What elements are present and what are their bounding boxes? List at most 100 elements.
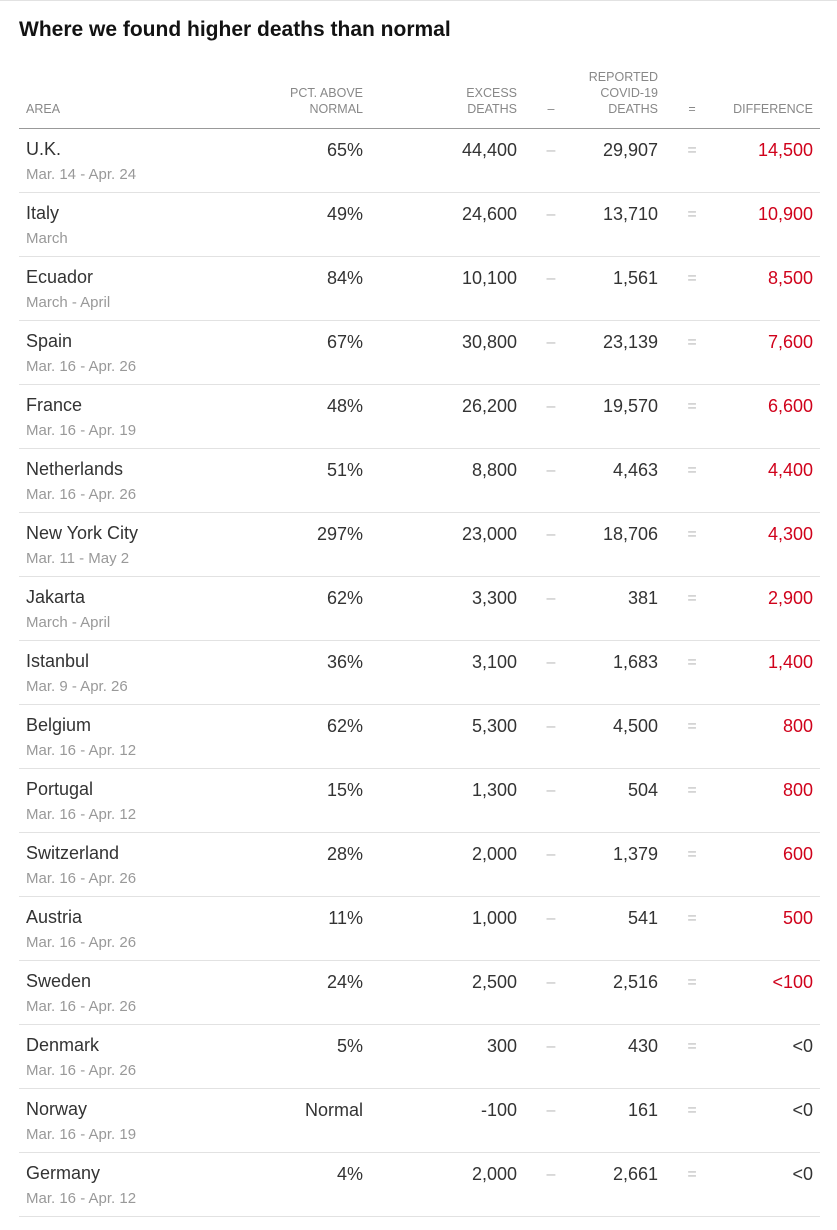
area-name: Belgium bbox=[26, 715, 92, 735]
cell-pct: 67% bbox=[326, 332, 363, 352]
area-name: Germany bbox=[26, 1163, 101, 1183]
equals-sign: = bbox=[687, 1166, 697, 1183]
cell-difference: 800 bbox=[782, 780, 813, 800]
cell-reported: 504 bbox=[627, 780, 658, 800]
row-rule bbox=[19, 192, 820, 193]
minus-sign: – bbox=[546, 718, 556, 735]
cell-reported: 4,500 bbox=[612, 716, 658, 736]
row-rule bbox=[19, 1216, 820, 1217]
date-range: Mar. 16 - Apr. 26 bbox=[26, 358, 137, 375]
minus-sign: – bbox=[546, 1038, 556, 1055]
minus-sign: – bbox=[546, 462, 556, 479]
column-header: DEATHS bbox=[608, 102, 658, 116]
date-range: Mar. 16 - Apr. 12 bbox=[26, 742, 137, 759]
cell-difference: 1,400 bbox=[767, 652, 813, 672]
column-header: COVID-19 bbox=[600, 86, 658, 100]
row-rule bbox=[19, 448, 820, 449]
row-rule bbox=[19, 1088, 820, 1089]
cell-excess: 8,800 bbox=[471, 460, 517, 480]
minus-sign: – bbox=[546, 206, 556, 223]
cell-pct: 36% bbox=[326, 652, 363, 672]
column-header: = bbox=[688, 102, 696, 116]
row-rule bbox=[19, 640, 820, 641]
cell-difference: 14,500 bbox=[757, 140, 813, 160]
row-rule bbox=[19, 576, 820, 577]
cell-pct: 84% bbox=[326, 268, 363, 288]
cell-reported: 2,516 bbox=[612, 972, 658, 992]
date-range: Mar. 16 - Apr. 26 bbox=[26, 998, 137, 1015]
column-header: AREA bbox=[26, 102, 61, 116]
minus-sign: – bbox=[546, 654, 556, 671]
cell-pct: 62% bbox=[326, 716, 363, 736]
row-rule bbox=[19, 256, 820, 257]
cell-excess: 30,800 bbox=[461, 332, 517, 352]
date-range: Mar. 16 - Apr. 12 bbox=[26, 806, 137, 823]
minus-sign: – bbox=[546, 590, 556, 607]
header-rule bbox=[19, 128, 820, 129]
equals-sign: = bbox=[687, 1038, 697, 1055]
cell-pct: 297% bbox=[316, 524, 363, 544]
date-range: Mar. 14 - Apr. 24 bbox=[26, 166, 137, 183]
area-name: New York City bbox=[26, 523, 139, 543]
cell-difference: <0 bbox=[792, 1036, 813, 1056]
date-range: Mar. 16 - Apr. 19 bbox=[26, 1126, 137, 1143]
date-range: Mar. 11 - May 2 bbox=[26, 550, 130, 567]
cell-pct: 51% bbox=[326, 460, 363, 480]
cell-excess: -100 bbox=[480, 1100, 517, 1120]
cell-reported: 23,139 bbox=[602, 332, 658, 352]
minus-sign: – bbox=[546, 974, 556, 991]
cell-excess: 26,200 bbox=[461, 396, 517, 416]
cell-pct: 5% bbox=[336, 1036, 363, 1056]
row-rule bbox=[19, 896, 820, 897]
cell-excess: 44,400 bbox=[461, 140, 517, 160]
minus-sign: – bbox=[546, 1166, 556, 1183]
cell-reported: 381 bbox=[627, 588, 658, 608]
cell-pct: 28% bbox=[326, 844, 363, 864]
cell-reported: 18,706 bbox=[602, 524, 658, 544]
date-range: Mar. 16 - Apr. 12 bbox=[26, 1190, 137, 1207]
equals-sign: = bbox=[687, 1102, 697, 1119]
equals-sign: = bbox=[687, 462, 697, 479]
cell-reported: 1,561 bbox=[612, 268, 658, 288]
cell-excess: 300 bbox=[486, 1036, 517, 1056]
area-name: Denmark bbox=[26, 1035, 100, 1055]
cell-excess: 24,600 bbox=[461, 204, 517, 224]
date-range: Mar. 9 - Apr. 26 bbox=[26, 678, 128, 695]
row-rule bbox=[19, 704, 820, 705]
title: Where we found higher deaths than normal bbox=[19, 18, 451, 41]
cell-excess: 2,000 bbox=[471, 1164, 517, 1184]
equals-sign: = bbox=[687, 398, 697, 415]
equals-sign: = bbox=[687, 270, 697, 287]
cell-reported: 1,683 bbox=[612, 652, 658, 672]
cell-difference: 6,600 bbox=[767, 396, 813, 416]
cell-excess: 10,100 bbox=[461, 268, 517, 288]
column-header: REPORTED bbox=[588, 70, 658, 84]
area-name: Austria bbox=[26, 907, 83, 927]
equals-sign: = bbox=[687, 654, 697, 671]
cell-difference: <0 bbox=[792, 1100, 813, 1120]
row-rule bbox=[19, 1024, 820, 1025]
minus-sign: – bbox=[546, 910, 556, 927]
equals-sign: = bbox=[687, 846, 697, 863]
row-rule bbox=[19, 384, 820, 385]
equals-sign: = bbox=[687, 974, 697, 991]
equals-sign: = bbox=[687, 526, 697, 543]
date-range: Mar. 16 - Apr. 19 bbox=[26, 422, 137, 439]
area-name: Italy bbox=[26, 203, 60, 223]
cell-excess: 2,500 bbox=[471, 972, 517, 992]
column-header: – bbox=[547, 102, 555, 116]
cell-excess: 2,000 bbox=[471, 844, 517, 864]
cell-reported: 19,570 bbox=[602, 396, 658, 416]
cell-pct: 65% bbox=[326, 140, 363, 160]
column-header: DIFFERENCE bbox=[733, 102, 813, 116]
equals-sign: = bbox=[687, 206, 697, 223]
column-header: NORMAL bbox=[309, 102, 363, 116]
cell-difference: 10,900 bbox=[757, 204, 813, 224]
date-range: Mar. 16 - Apr. 26 bbox=[26, 1062, 137, 1079]
minus-sign: – bbox=[546, 142, 556, 159]
column-header: EXCESS bbox=[466, 86, 517, 100]
equals-sign: = bbox=[687, 334, 697, 351]
area-name: Netherlands bbox=[26, 459, 124, 479]
minus-sign: – bbox=[546, 398, 556, 415]
